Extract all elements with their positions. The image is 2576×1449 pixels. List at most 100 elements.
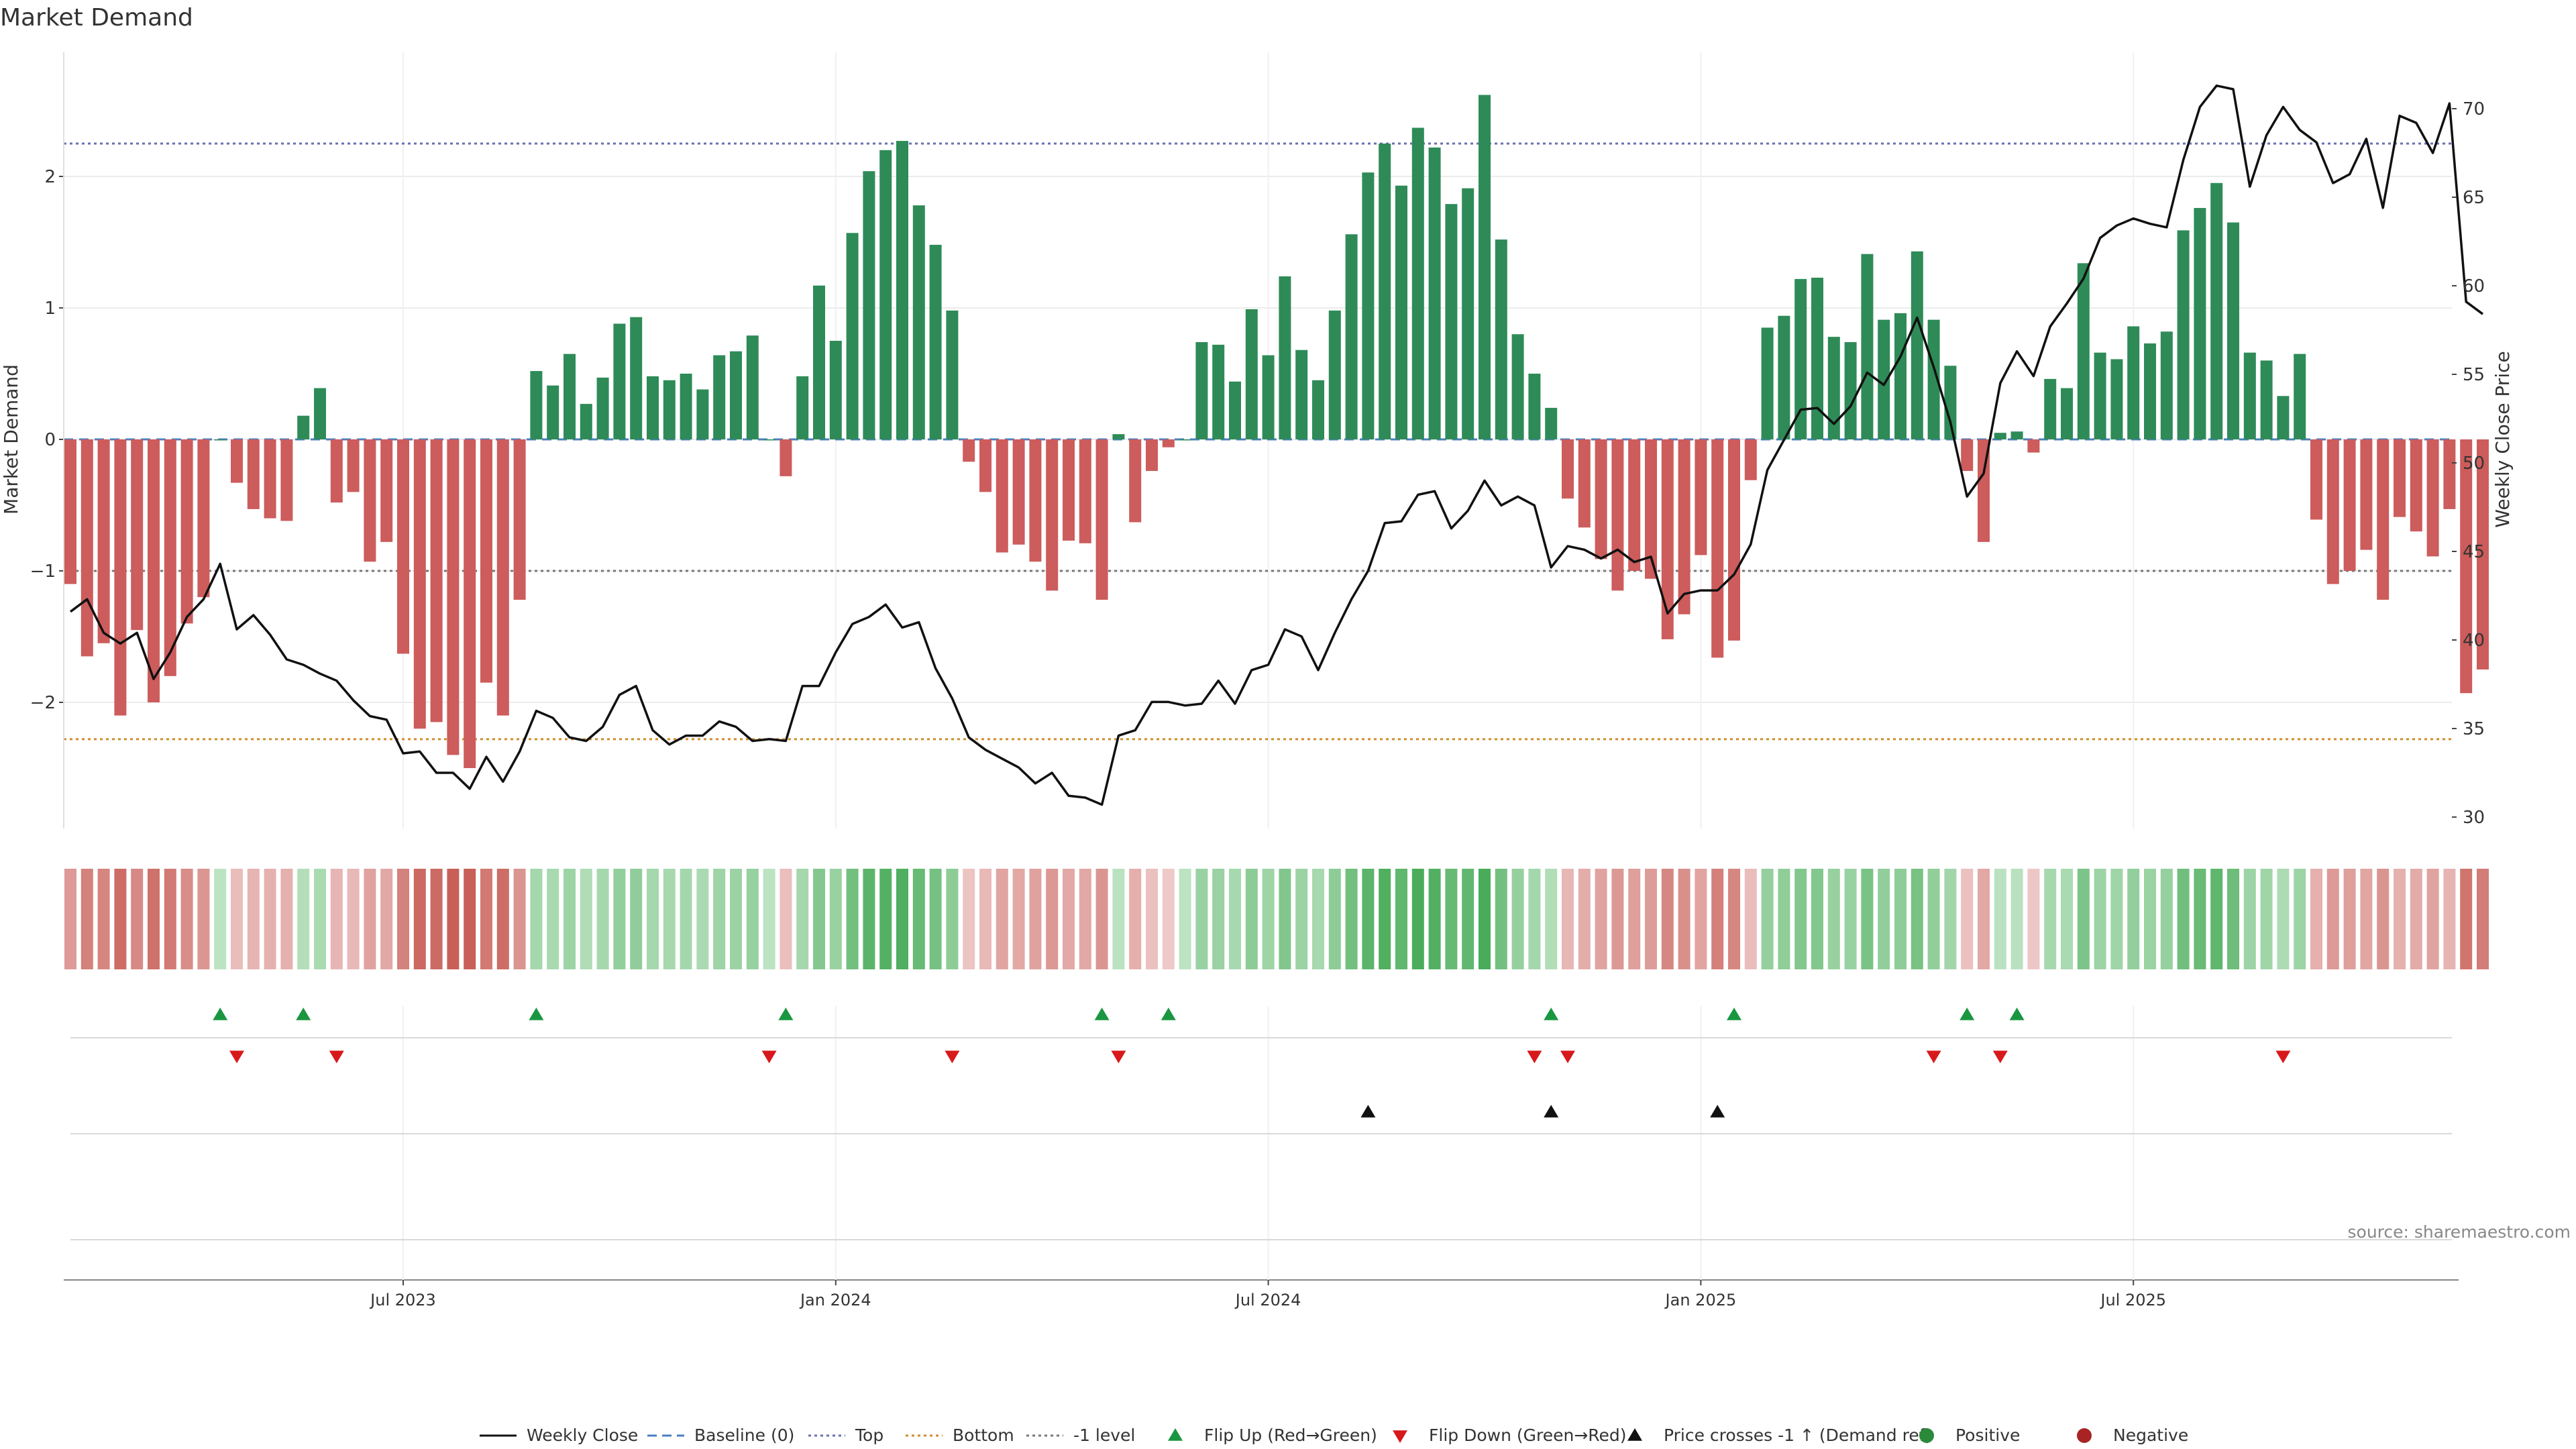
legend-label: Flip Up (Red→Green) [1204,1426,1377,1445]
heat-cell [946,869,959,969]
demand-bar [1827,337,1840,439]
demand-bar [2260,360,2273,439]
heat-cell [1079,869,1091,969]
demand-bar [2426,439,2439,557]
demand-bar [730,351,742,439]
flip-down-marker [2275,1051,2291,1063]
heat-cell [2227,869,2239,969]
demand-bar [796,376,809,439]
demand-bar [1129,439,1142,523]
legend-label: Baseline (0) [694,1426,794,1445]
demand-bar [2343,439,2356,571]
demand-bar [979,439,991,492]
legend-label: Weekly Close [527,1426,638,1445]
heat-cell [1279,869,1291,969]
heat-cell [713,869,726,969]
demand-bar [214,439,227,441]
right-tick-label: 60 [2463,276,2485,297]
heat-cell [846,869,859,969]
flip-down-marker [1992,1051,2008,1063]
heat-cell [1778,869,1790,969]
demand-bar [1628,439,1641,571]
left-tick-label: −2 [30,693,56,713]
heat-cell [480,869,492,969]
heat-cell [1495,869,1507,969]
heat-cell [2477,869,2489,969]
demand-bar [1661,439,1674,639]
demand-bars [64,95,2489,768]
heat-cell [513,869,526,969]
demand-bar [1927,319,1940,439]
right-tick-label: 55 [2463,365,2485,385]
demand-bar [746,335,759,439]
price-cross-marker [1544,1105,1559,1118]
right-tick-label: 50 [2463,453,2485,474]
demand-bar [164,439,176,676]
legend-swatch [1393,1430,1407,1443]
demand-bar [1595,439,1607,559]
heat-cell [979,869,991,969]
flip-up-marker [1544,1008,1559,1020]
heat-cell [1012,869,1025,969]
demand-bar [513,439,526,600]
demand-bar [929,244,942,439]
demand-bar [680,374,692,439]
right-tick-label: 35 [2463,719,2485,739]
legend-swatch [1627,1428,1642,1441]
heat-cell [1195,869,1208,969]
demand-bar [2094,352,2106,439]
heat-cell [763,869,775,969]
heat-cell [97,869,110,969]
chart-title: Market Demand [0,4,193,32]
heat-cell [896,869,908,969]
demand-bar [1778,315,1790,439]
heat-cell [1811,869,1823,969]
axes: 2 1 0 −1 −2 70 65 60 55 50 45 40 35 30 Jul 2023 Jan 202… [30,52,2485,1309]
heat-cell [912,869,925,969]
demand-bar [530,371,543,439]
heat-cell [197,869,210,969]
heat-cell [1445,869,1458,969]
flip-up-marker [1727,1008,1741,1020]
heat-cell [1794,869,1807,969]
demand-bar [131,439,144,631]
heat-cell [547,869,559,969]
heat-cell [1312,869,1324,969]
demand-bar [2127,326,2140,439]
demand-bar [1012,439,1025,545]
heat-cell [1295,869,1308,969]
heat-cell [613,869,626,969]
demand-bar [1029,439,1042,562]
heat-cell [1511,869,1524,969]
heat-cell [1063,869,1075,969]
demand-bar [1362,172,1375,439]
flip-down-marker [945,1051,960,1063]
heat-cell [80,869,93,969]
heat-cell [1844,869,1857,969]
heat-cell [1961,869,1974,969]
demand-bar [2044,378,2057,439]
heat-cell [580,869,592,969]
heat-cell [2010,869,2023,969]
heat-cell [2394,869,2406,969]
right-tick-label: 30 [2463,808,2485,828]
heat-cell [1861,869,1874,969]
heat-cell [1761,869,1774,969]
demand-bar [247,439,260,509]
heat-cell [1462,869,1474,969]
legend: Weekly Close Baseline (0) Top Bottom -1 leve… [480,1426,2188,1445]
heat-cell [1645,869,1657,969]
demand-bar [1245,309,1258,439]
flip-down-marker [1111,1051,1126,1063]
demand-bar [180,439,193,624]
left-tick-label: −1 [30,561,56,582]
demand-bar [1811,277,1823,439]
heat-cell [746,869,759,969]
demand-bar [2310,439,2322,520]
demand-bar [713,355,726,439]
demand-bar [114,439,127,716]
demand-bar [863,171,875,439]
demand-bar [280,439,293,521]
heat-cell [2160,869,2173,969]
